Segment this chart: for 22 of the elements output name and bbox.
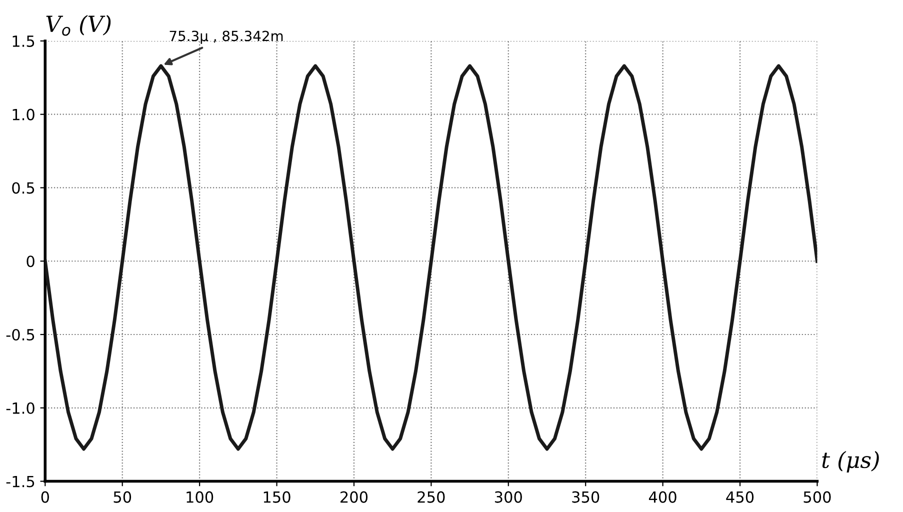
x-tick-label: 500 xyxy=(804,491,831,503)
y-axis-title: V$_{o}$ (V) xyxy=(46,15,111,36)
x-tick-label: 250 xyxy=(418,491,445,503)
y-tick-label: 1.5 xyxy=(12,36,34,47)
x-tick-label: 450 xyxy=(726,491,754,503)
x-tick-label: 400 xyxy=(648,491,676,503)
x-tick-label: 200 xyxy=(340,491,368,503)
x-axis-title: t (μs) xyxy=(822,450,879,472)
y-tick-label: 0.5 xyxy=(12,182,34,194)
line-series xyxy=(45,64,818,451)
y-tick-label: -1.5 xyxy=(6,476,34,488)
y-tick-label: 0 xyxy=(26,256,34,268)
x-tick-label: 100 xyxy=(186,491,214,503)
y-tick-label: 1.0 xyxy=(12,108,34,120)
y-tick-label: -1.0 xyxy=(6,402,34,414)
x-tick-label: 350 xyxy=(572,491,600,503)
x-tick-label: 0 xyxy=(41,491,49,503)
x-tick-label: 300 xyxy=(494,491,522,503)
x-tick-label: 50 xyxy=(114,491,132,503)
x-tick-label: 150 xyxy=(264,491,290,503)
annotation: 75.3μ , 85.342m xyxy=(170,30,283,44)
y-tick-label: -0.5 xyxy=(6,328,34,341)
